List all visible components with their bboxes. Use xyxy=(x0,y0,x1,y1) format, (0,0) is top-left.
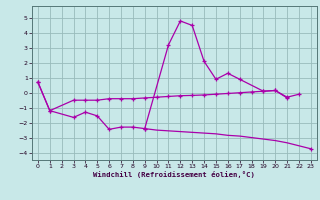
X-axis label: Windchill (Refroidissement éolien,°C): Windchill (Refroidissement éolien,°C) xyxy=(93,171,255,178)
